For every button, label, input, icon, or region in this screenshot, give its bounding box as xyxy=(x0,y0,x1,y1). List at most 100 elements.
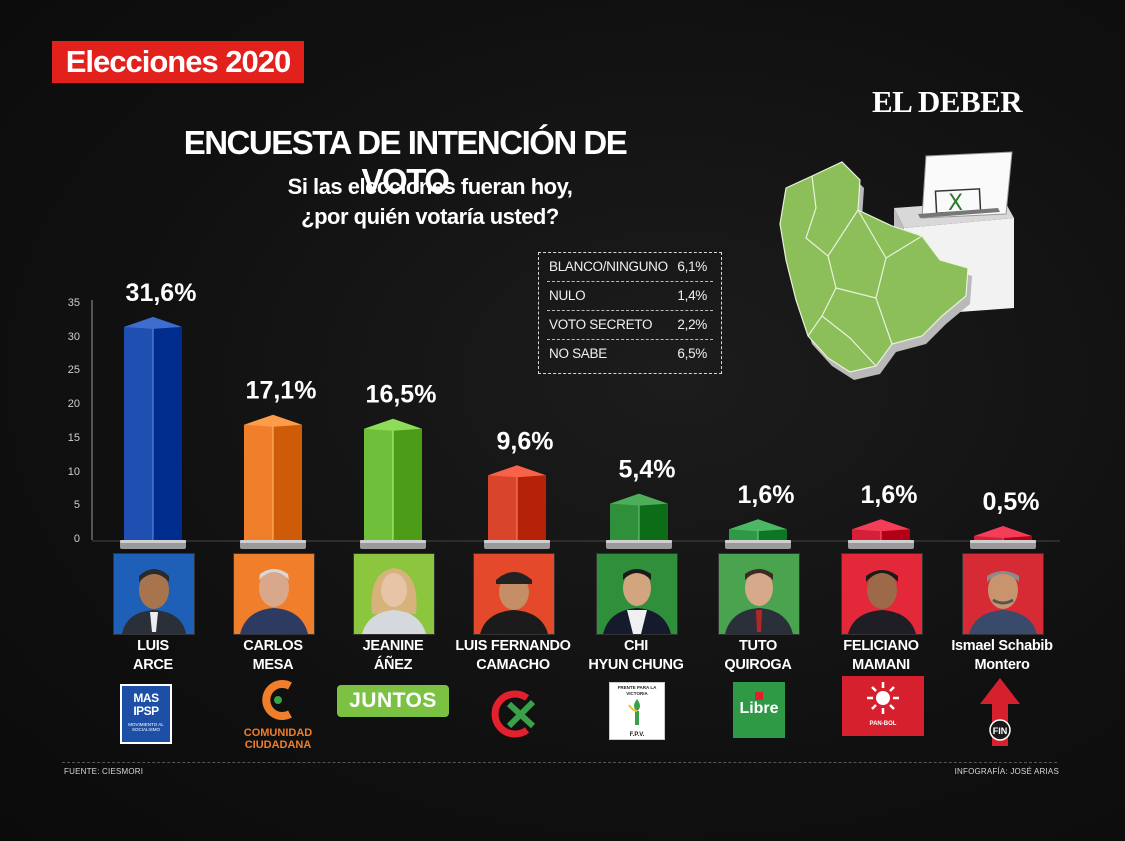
candidate-photo xyxy=(353,553,435,635)
bar-value-label: 5,4% xyxy=(619,456,676,484)
others-row: NULO 1,4% xyxy=(547,282,713,311)
others-value: 6,1% xyxy=(677,259,707,274)
candidate-photo xyxy=(841,553,923,635)
bar-top xyxy=(729,519,787,532)
party-name: FIN xyxy=(993,726,1008,736)
candidate-photo xyxy=(962,553,1044,635)
party-name: JUNTOS xyxy=(349,689,437,712)
bar-value-label: 0,5% xyxy=(983,488,1040,516)
fpv-torch-icon xyxy=(628,699,640,725)
bar-value-label: 1,6% xyxy=(738,481,795,509)
others-row: BLANCO/NINGUNO 6,1% xyxy=(547,253,713,282)
party-subtitle: MOVIMIENTO AL SOCIALISMO xyxy=(128,722,164,732)
panbol-sun-icon xyxy=(867,682,899,714)
bar-value-label: 1,6% xyxy=(861,481,918,509)
page-title: ENCUESTA DE INTENCIÓN DE VOTO xyxy=(183,124,628,199)
bar-side xyxy=(758,529,787,540)
party-subtitle: F.P.V. xyxy=(629,732,645,738)
bar xyxy=(364,428,393,540)
y-tick-label: 15 xyxy=(67,431,80,444)
candidate-name: Ismael Schabib Montero xyxy=(951,638,1053,673)
bar-side xyxy=(273,424,302,540)
libre-square-icon xyxy=(755,692,763,700)
others-value: 1,4% xyxy=(677,288,707,303)
others-table: BLANCO/NINGUNO 6,1% NULO 1,4% VOTO SECRE… xyxy=(538,252,722,374)
candidate-name: JEANINE ÁÑEZ xyxy=(362,638,424,673)
subtitle-line-2: ¿por quién votaría usted? xyxy=(301,204,559,229)
fin-arrow-icon: FIN xyxy=(980,678,1020,746)
party-logo-creemos xyxy=(487,686,543,742)
section-badge: Elecciones 2020 xyxy=(52,41,304,83)
y-tick-label: 20 xyxy=(67,398,80,411)
party-name: Libre xyxy=(739,700,779,717)
bar xyxy=(488,475,517,540)
bar-side xyxy=(393,428,422,540)
footer-credit: INFOGRAFÍA: JOSÉ ARIAS xyxy=(954,767,1059,776)
bar-top xyxy=(488,465,546,478)
bar-value-label: 9,6% xyxy=(497,427,554,455)
y-tick-label: 25 xyxy=(67,364,80,377)
bar-value-label: 16,5% xyxy=(366,381,437,409)
candidate-photo xyxy=(233,553,315,635)
others-row: NO SABE 6,5% xyxy=(547,340,713,368)
y-tick-label: 30 xyxy=(67,330,80,343)
subtitle: Si las elecciones fueran hoy, ¿por quién… xyxy=(210,172,650,232)
bar-top xyxy=(244,414,302,427)
bar-value-label: 31,6% xyxy=(126,279,197,307)
y-tick-label: 0 xyxy=(73,533,80,545)
candidate-name: CHI HYUN CHUNG xyxy=(588,638,684,673)
party-name: COMUNIDAD CIUDADANA xyxy=(243,727,313,751)
bar xyxy=(610,503,639,540)
party-logo-libre: Libre xyxy=(733,682,785,738)
brand-logo: EL DEBER xyxy=(872,84,1023,119)
y-axis-ticks: 0 5 10 15 20 25 30 35 xyxy=(58,297,88,550)
others-value: 6,5% xyxy=(677,346,707,361)
bar xyxy=(124,326,153,540)
y-tick-label: 35 xyxy=(67,297,80,309)
bar-top xyxy=(364,418,422,431)
candidate-name: TUTO QUIROGA xyxy=(724,638,792,673)
bar-base-highlight xyxy=(725,540,791,543)
bar-top xyxy=(974,526,1032,538)
bar xyxy=(974,536,1003,540)
candidate-photo xyxy=(596,553,678,635)
others-label: NULO xyxy=(549,288,586,303)
ballot-x-mark: X xyxy=(948,191,963,216)
party-name: PAN-BOL xyxy=(869,721,897,727)
y-tick-label: 5 xyxy=(73,499,80,512)
others-value: 2,2% xyxy=(677,317,707,332)
bar xyxy=(852,529,881,540)
candidate-photo xyxy=(718,553,800,635)
party-logo-cc: COMUNIDAD CIUDADANA xyxy=(238,678,318,758)
y-tick-label: 10 xyxy=(67,465,80,478)
candidate-photo xyxy=(113,553,195,635)
bar xyxy=(244,424,273,540)
party-logo-fin: FIN xyxy=(978,676,1022,748)
bar-side xyxy=(881,529,910,540)
bar xyxy=(729,529,758,540)
bar-top xyxy=(852,519,910,532)
others-label: VOTO SECRETO xyxy=(549,317,653,332)
bar-top xyxy=(610,493,668,506)
candidate-name: LUIS ARCE xyxy=(133,638,173,673)
bar-side xyxy=(639,503,668,540)
bar-base-highlight xyxy=(120,540,186,543)
footer-source: FUENTE: CIESMORI xyxy=(64,767,144,776)
party-name: FRENTE PARA LA VICTORIA xyxy=(617,685,657,696)
others-label: NO SABE xyxy=(549,346,607,361)
bolivia-map-illustration: X xyxy=(776,148,1036,384)
bar-side xyxy=(517,475,546,540)
others-label: BLANCO/NINGUNO xyxy=(549,259,668,274)
candidate-photo xyxy=(473,553,555,635)
subtitle-line-1: Si las elecciones fueran hoy, xyxy=(287,174,573,199)
party-name: MAS IPSP xyxy=(133,691,159,718)
candidate-name: FELICIANO MAMANI xyxy=(843,638,919,673)
party-logo-panbol: PAN-BOL xyxy=(842,676,924,736)
footer-divider xyxy=(62,762,1057,763)
bar-base-highlight xyxy=(484,540,550,543)
bar-base-highlight xyxy=(848,540,914,543)
bar-base-highlight xyxy=(360,540,426,543)
party-logo-fpv: FRENTE PARA LA VICTORIA F.P.V. xyxy=(609,682,665,740)
bar-value-label: 17,1% xyxy=(246,377,317,405)
bar-base-highlight xyxy=(240,540,306,543)
